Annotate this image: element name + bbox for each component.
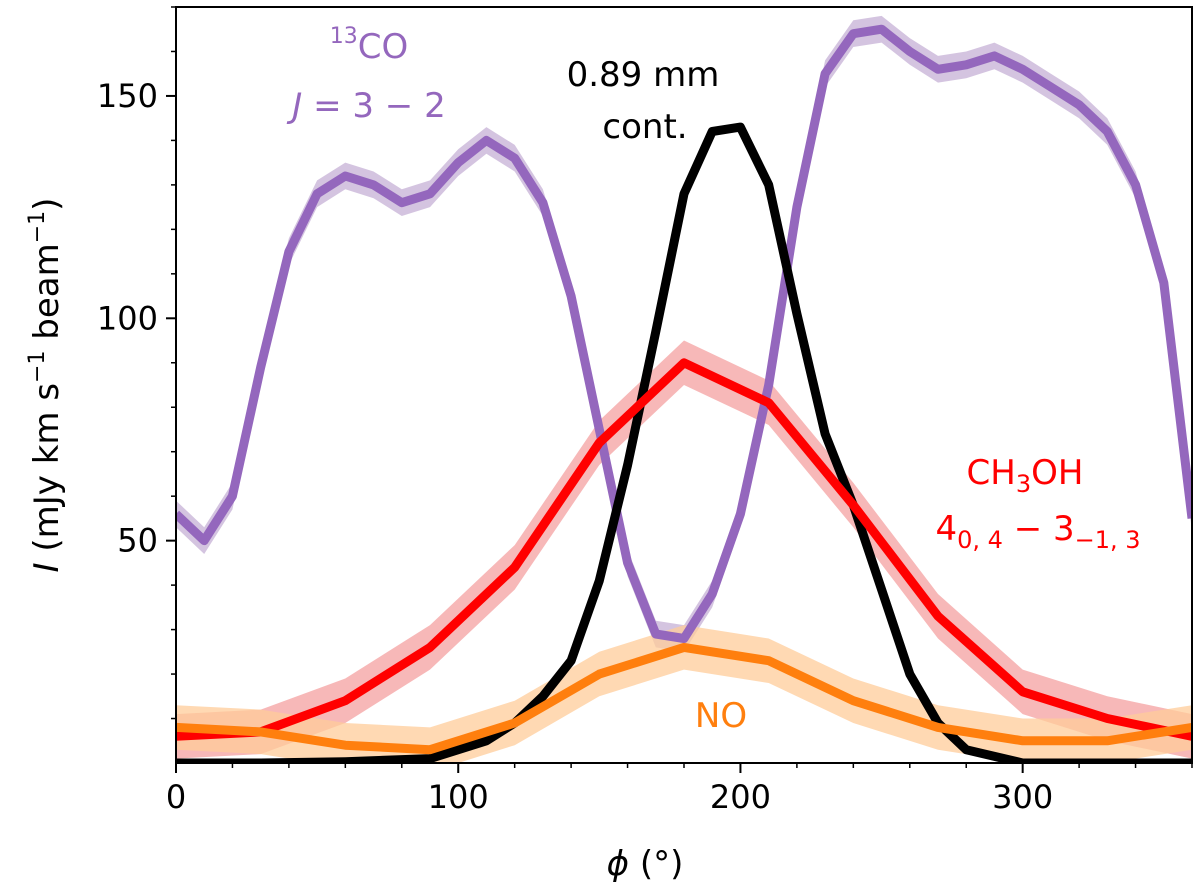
label-13co-sup: 13 <box>330 24 358 49</box>
label-13co: 13CO <box>330 24 409 67</box>
line-ch3oh-4-0-4-3-1-3 <box>176 358 1192 741</box>
axis-ticks: 0 100 200 300 50 100 150 <box>97 6 1193 816</box>
x-tick-label: 200 <box>710 778 771 816</box>
label-no: NO <box>695 696 747 736</box>
line-no <box>176 642 1192 755</box>
label-ch3oh-transition: 40, 4 − 3−1, 3 <box>935 509 1140 554</box>
x-tick-label: 0 <box>166 778 186 816</box>
y-tick-label: 50 <box>117 522 158 560</box>
band-ch3oh-4-0-4-3-1-3 <box>176 340 1192 759</box>
label-ch3oh: CH3OH <box>967 453 1084 498</box>
series-lines <box>176 24 1192 763</box>
label-13co-transition: J = 3 − 2 <box>286 86 446 126</box>
x-tick-label: 100 <box>428 778 489 816</box>
label-13co-main: CO <box>358 27 409 67</box>
label-13co-trans: = 3 − 2 <box>302 86 445 126</box>
label-13co-j: J <box>286 86 302 126</box>
x-tick-label: 300 <box>992 778 1053 816</box>
label-cont-line2: cont. <box>602 107 687 147</box>
y-axis-title: I (mJy km s−1 beam−1) <box>25 198 67 573</box>
x-axis-title: ϕ (°) <box>607 844 684 884</box>
line-13co-j-3-2 <box>176 24 1192 643</box>
y-tick-label: 150 <box>97 77 158 115</box>
y-tick-label: 100 <box>97 299 158 337</box>
label-cont-line1: 0.89 mm <box>567 55 720 95</box>
